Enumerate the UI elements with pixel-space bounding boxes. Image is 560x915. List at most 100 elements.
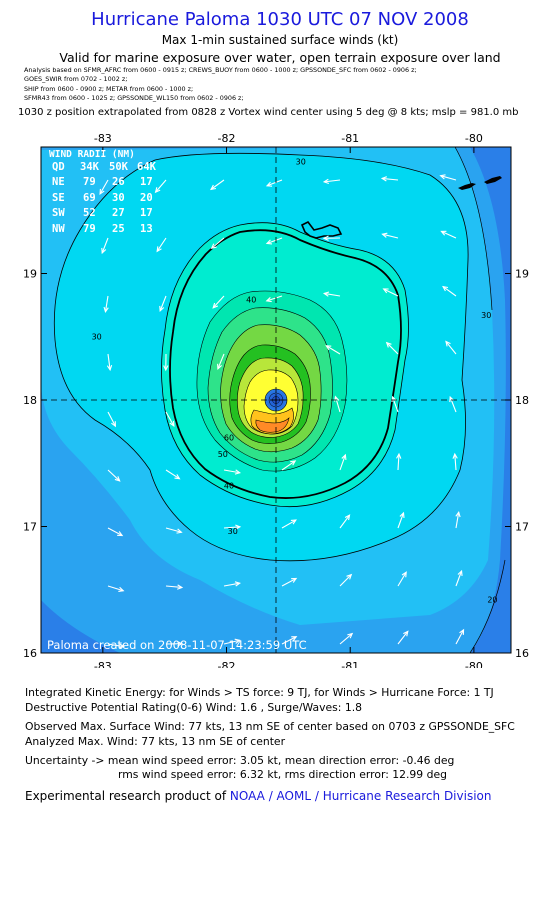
contour-label: 40 (224, 482, 234, 491)
wind-arrow (265, 295, 283, 303)
wind-arrow (440, 230, 457, 239)
wind-arrow (106, 353, 113, 372)
uncertainty-line: Uncertainty -> mean wind speed error: 3.… (25, 754, 455, 767)
wind-arrow (397, 511, 405, 529)
wind-radii-col-qd: QD (52, 161, 65, 173)
contour-label: 30 (92, 332, 102, 341)
subtitle-validity: Valid for marine exposure over water, op… (59, 50, 501, 65)
wind-radii-col-50k: 50K (109, 161, 129, 173)
contour-label: 50 (218, 450, 228, 459)
wind-arrow (397, 571, 407, 587)
wind-radii-ne-64: 17 (140, 176, 153, 188)
wind-arrow (382, 288, 399, 297)
lon-label-top: -81 (341, 132, 359, 145)
credit-org-link[interactable]: NOAA / AOML / Hurricane Research Divisio… (229, 789, 492, 803)
lon-label-bottom: -83 (94, 660, 112, 668)
wind-arrow (107, 585, 125, 593)
contour-label: 30 (228, 527, 238, 536)
wind-radii-heading: WIND RADII (NM) (49, 149, 135, 160)
wind-arrow (339, 514, 351, 529)
lat-label-left: 17 (23, 521, 37, 534)
wind-arrow (107, 469, 121, 482)
wind-arrow (397, 630, 409, 645)
wind-arrow (165, 527, 183, 534)
lon-label-bottom: -81 (341, 660, 359, 668)
wind-arrow (210, 237, 225, 250)
wind-radii-ne-label: NE (52, 176, 65, 188)
wind-arrow (107, 527, 124, 537)
contour-label: 20 (487, 595, 497, 604)
wind-radii-se-34: 69 (83, 192, 96, 204)
wind-arrow (265, 179, 283, 187)
wind-arrow (107, 411, 116, 428)
ike-line: Integrated Kinetic Energy: for Winds > T… (25, 686, 494, 699)
wind-arrow (445, 340, 457, 355)
wind-radii-sw-50: 27 (112, 207, 125, 219)
analysis-line-3: SHIP from 0600 - 0900 z; METAR from 0600… (24, 85, 194, 93)
wind-arrow (442, 285, 457, 297)
wind-field-map: 30 30 30 30 40 40 50 60 20 -83 -83 -82 -82 -81 -81 -80… (23, 132, 529, 668)
wind-arrow (281, 577, 298, 587)
credit-prefix: Experimental research product of (25, 789, 230, 803)
wind-arrow (159, 295, 167, 313)
position-line: 1030 z position extrapolated from 0828 z… (18, 107, 519, 118)
page-title: Hurricane Paloma 1030 UTC 07 NOV 2008 (91, 9, 469, 30)
wind-arrow (281, 519, 297, 529)
wind-arrow (217, 353, 225, 370)
wind-arrow (449, 395, 457, 413)
wind-arrow (385, 341, 399, 355)
wind-arrow (322, 178, 341, 185)
wind-arrow (156, 237, 167, 253)
wind-arrow (223, 469, 242, 475)
wind-arrow (154, 179, 167, 194)
wind-radii-sw-label: SW (52, 207, 65, 219)
wind-arrow (212, 295, 225, 309)
wind-radii-nw-label: NW (52, 223, 65, 235)
wind-arrow (455, 628, 465, 645)
wind-arrow (103, 295, 109, 314)
wind-radii-se-64: 20 (140, 192, 153, 204)
wind-radii-ne-34: 79 (83, 176, 96, 188)
analysis-line-1: Analysis based on SFMR_AFRC from 0600 - … (24, 66, 417, 74)
lat-label-right: 16 (515, 647, 529, 660)
wind-arrow (165, 411, 175, 428)
wind-arrow (265, 237, 283, 245)
wind-arrow (339, 453, 347, 471)
wind-arrow (281, 460, 297, 471)
wind-radii-sw-34: 52 (83, 207, 96, 219)
wind-arrow (223, 524, 242, 530)
lat-label-right: 18 (515, 394, 529, 407)
wind-arrow (165, 469, 181, 480)
wind-arrow (165, 641, 184, 647)
wind-band-40-thick (169, 229, 402, 499)
wind-arrow (381, 232, 399, 239)
wind-radii-nw-34: 79 (83, 223, 96, 235)
wind-arrow (380, 176, 399, 182)
analyzed-max-line: Analyzed Max. Wind: 77 kts, 13 nm SE of … (25, 735, 286, 748)
analysis-line-2: GOES_SWIR from 0702 - 1002 z; (24, 75, 128, 83)
wind-arrow (99, 179, 109, 195)
wind-arrow (452, 452, 458, 471)
wind-radii-nw-64: 13 (140, 223, 153, 235)
lat-label-right: 19 (515, 268, 529, 281)
lon-label-bottom: -80 (465, 660, 483, 668)
storm-center-marker (270, 394, 282, 406)
wind-radii-se-label: SE (52, 192, 65, 204)
lon-label-top: -83 (94, 132, 112, 145)
wind-arrow (165, 584, 184, 590)
analysis-line-4: SFMR43 from 0600 - 1025 z; GPSSONDE_WL15… (24, 94, 244, 102)
lon-label-top: -80 (465, 132, 483, 145)
wind-arrow (325, 345, 341, 355)
lon-label-top: -82 (218, 132, 236, 145)
wind-arrow (281, 636, 298, 645)
created-label: Paloma created on 2008-11-07 14:23:59 UT… (47, 638, 307, 652)
lat-label-left: 16 (23, 647, 37, 660)
wind-arrow (396, 452, 402, 471)
island-grand-cayman (300, 220, 343, 239)
lat-label-left: 18 (23, 394, 37, 407)
wind-arrow (339, 632, 354, 645)
dpr-line: Destructive Potential Rating(0-6) Wind: … (25, 701, 363, 714)
wind-radii-ne-50: 26 (112, 176, 125, 188)
wind-radii-table: WIND RADII (NM) QD 34K 50K 64K NE 79 26 … (49, 149, 157, 235)
credit-line: Experimental research product of NOAA / … (25, 789, 491, 803)
